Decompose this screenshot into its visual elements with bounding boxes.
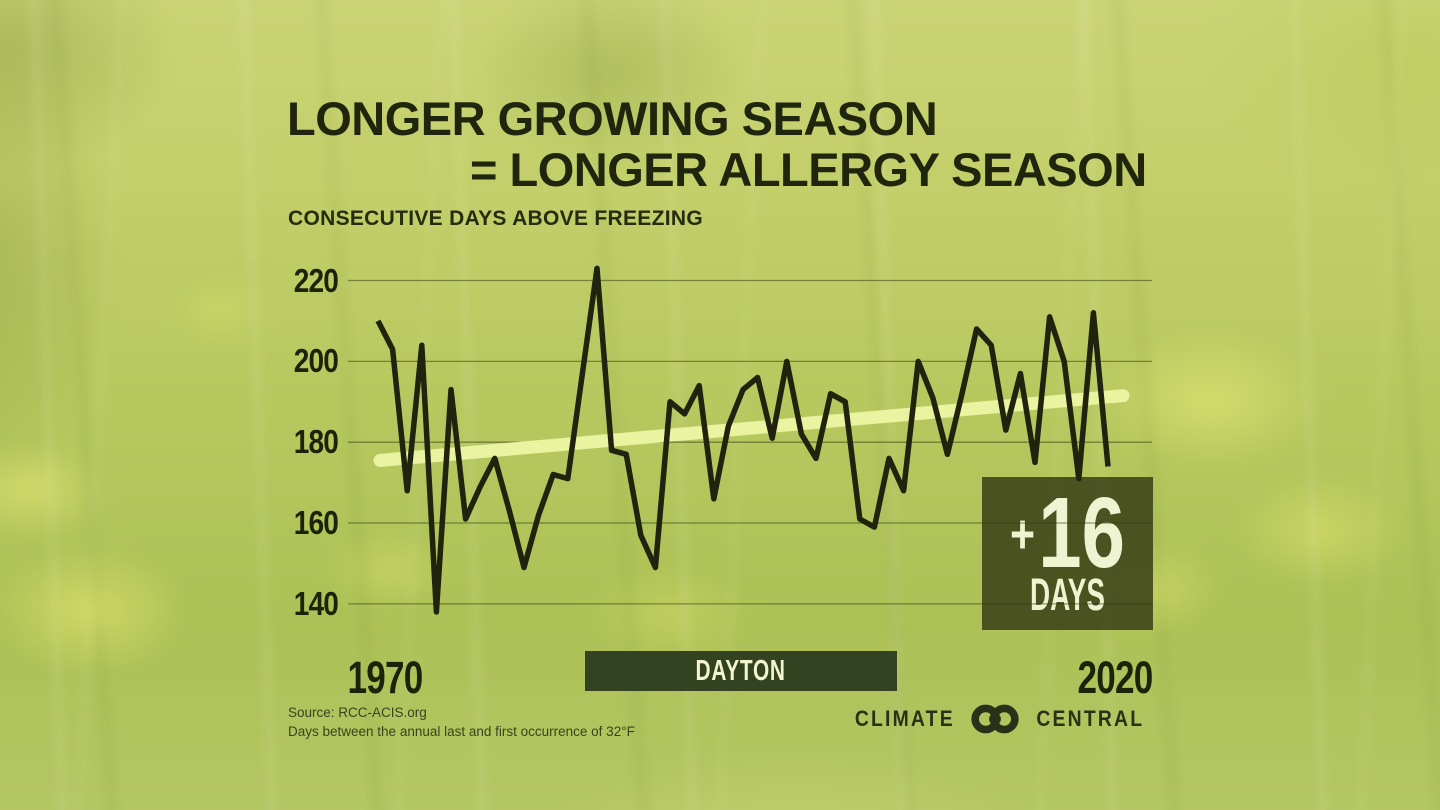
y-axis-tick-label: 160 [293, 504, 339, 542]
x-axis-label-start: 1970 [347, 652, 424, 703]
plus-sign: + [1010, 503, 1036, 565]
chart-subtitle: CONSECUTIVE DAYS ABOVE FREEZING [288, 207, 703, 230]
methodology-line: Days between the annual last and first o… [288, 724, 635, 739]
logo-word-central: CENTRAL [1036, 706, 1145, 731]
trend-change-badge: +16 DAYS [982, 477, 1153, 630]
climate-central-rings-icon [971, 704, 1020, 734]
y-axis-tick-label: 180 [293, 423, 339, 461]
y-axis-tick-label: 200 [293, 342, 339, 380]
y-axis-tick-label: 140 [293, 584, 339, 622]
page-title: LONGER GROWING SEASON = LONGER ALLERGY S… [287, 93, 1147, 195]
y-axis-tick-label: 220 [293, 261, 339, 299]
logo-word-climate: CLIMATE [854, 706, 955, 731]
source-line: Source: RCC-ACIS.org [288, 705, 427, 720]
source-note: Source: RCC-ACIS.org Days between the an… [288, 703, 635, 741]
title-line-1: LONGER GROWING SEASON [287, 92, 938, 145]
trend-change-unit: DAYS [1030, 569, 1105, 620]
climate-central-logo: CLIMATE CENTRAL [848, 703, 1152, 735]
station-label: DAYTON [695, 654, 787, 687]
title-line-2: = LONGER ALLERGY SEASON [470, 143, 1147, 196]
station-label-box: DAYTON [585, 651, 897, 691]
x-axis-label-end: 2020 [1077, 652, 1154, 703]
